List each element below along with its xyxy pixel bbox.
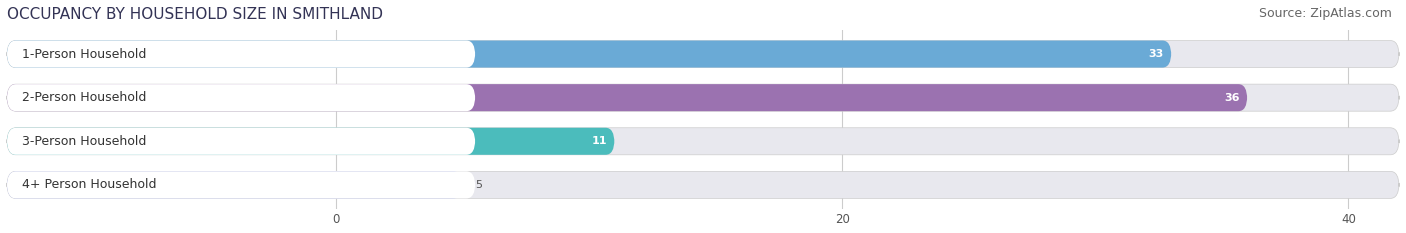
FancyBboxPatch shape (7, 171, 475, 199)
FancyBboxPatch shape (7, 84, 475, 111)
Text: OCCUPANCY BY HOUSEHOLD SIZE IN SMITHLAND: OCCUPANCY BY HOUSEHOLD SIZE IN SMITHLAND (7, 7, 382, 22)
FancyBboxPatch shape (7, 41, 1171, 68)
Text: 3-Person Household: 3-Person Household (22, 135, 146, 148)
FancyBboxPatch shape (7, 128, 614, 155)
FancyBboxPatch shape (7, 41, 475, 68)
Text: 11: 11 (592, 136, 607, 146)
FancyBboxPatch shape (7, 128, 475, 155)
FancyBboxPatch shape (7, 84, 1399, 111)
Text: Source: ZipAtlas.com: Source: ZipAtlas.com (1258, 7, 1392, 20)
FancyBboxPatch shape (7, 171, 1399, 199)
Text: 1-Person Household: 1-Person Household (22, 48, 146, 61)
Text: 36: 36 (1225, 93, 1240, 103)
Text: 5: 5 (475, 180, 482, 190)
Text: 33: 33 (1149, 49, 1164, 59)
Text: 4+ Person Household: 4+ Person Household (22, 178, 156, 191)
FancyBboxPatch shape (7, 128, 1399, 155)
FancyBboxPatch shape (7, 84, 1247, 111)
FancyBboxPatch shape (7, 171, 463, 199)
Text: 2-Person Household: 2-Person Household (22, 91, 146, 104)
FancyBboxPatch shape (7, 41, 1399, 68)
